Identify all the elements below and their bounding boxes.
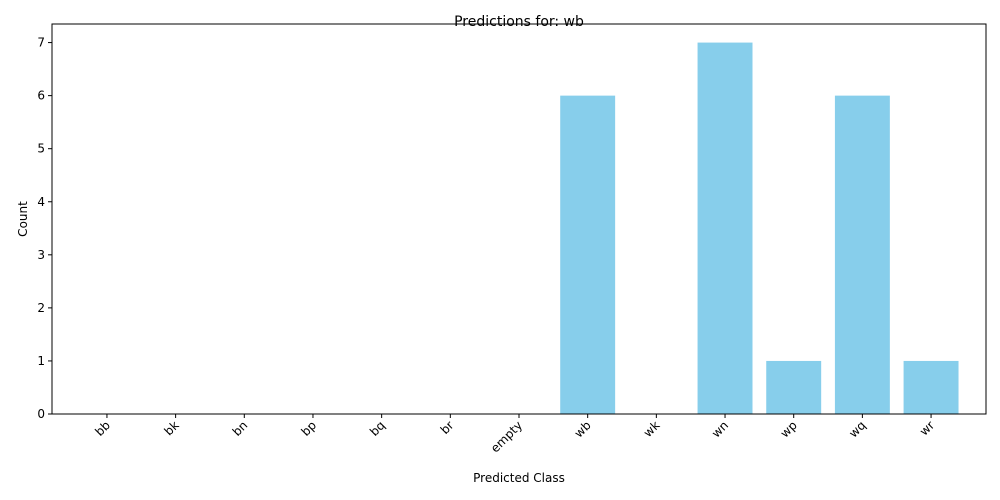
plot-frame: [51, 23, 987, 415]
x-tick-label-bk: bk: [162, 418, 182, 438]
bar-wr: [903, 360, 959, 414]
y-tick-label: 7: [37, 36, 45, 50]
x-tick-label-bb: bb: [92, 418, 113, 439]
x-tick-label-br: br: [438, 418, 457, 437]
x-axis-ticks: bb bk bn bp bq br empty wb wk wn wp wq wr: [92, 414, 937, 455]
y-tick-label: 5: [37, 142, 45, 156]
y-tick-label: 1: [37, 354, 45, 368]
x-tick-label-wp: wp: [778, 418, 800, 440]
x-tick-label-bn: bn: [230, 418, 251, 439]
x-tick-label-wk: wk: [641, 418, 663, 440]
x-axis-label: Predicted Class: [473, 471, 565, 485]
y-tick-label: 2: [37, 301, 45, 315]
x-tick-label-wq: wq: [846, 418, 868, 440]
y-axis-label: Count: [16, 201, 30, 237]
x-tick-label-wn: wn: [709, 418, 731, 440]
bar-wq: [834, 95, 890, 414]
x-tick-label-wb: wb: [572, 418, 594, 440]
x-tick-label-empty: empty: [488, 418, 525, 455]
bar-wp: [766, 360, 822, 414]
y-tick-label: 6: [37, 89, 45, 103]
x-tick-label-bp: bp: [298, 418, 319, 439]
x-tick-label-wr: wr: [917, 418, 937, 438]
y-tick-label: 0: [37, 407, 45, 421]
y-axis-ticks: 0 1 2 3 4 5 6 7: [37, 36, 52, 421]
y-tick-label: 4: [37, 195, 45, 209]
bars-group: [560, 42, 959, 414]
chart-title: Predictions for: wb: [454, 14, 584, 30]
x-tick-label-bq: bq: [367, 418, 388, 439]
y-tick-label: 3: [37, 248, 45, 262]
bar-wn: [697, 42, 753, 414]
bar-wb: [560, 95, 616, 414]
